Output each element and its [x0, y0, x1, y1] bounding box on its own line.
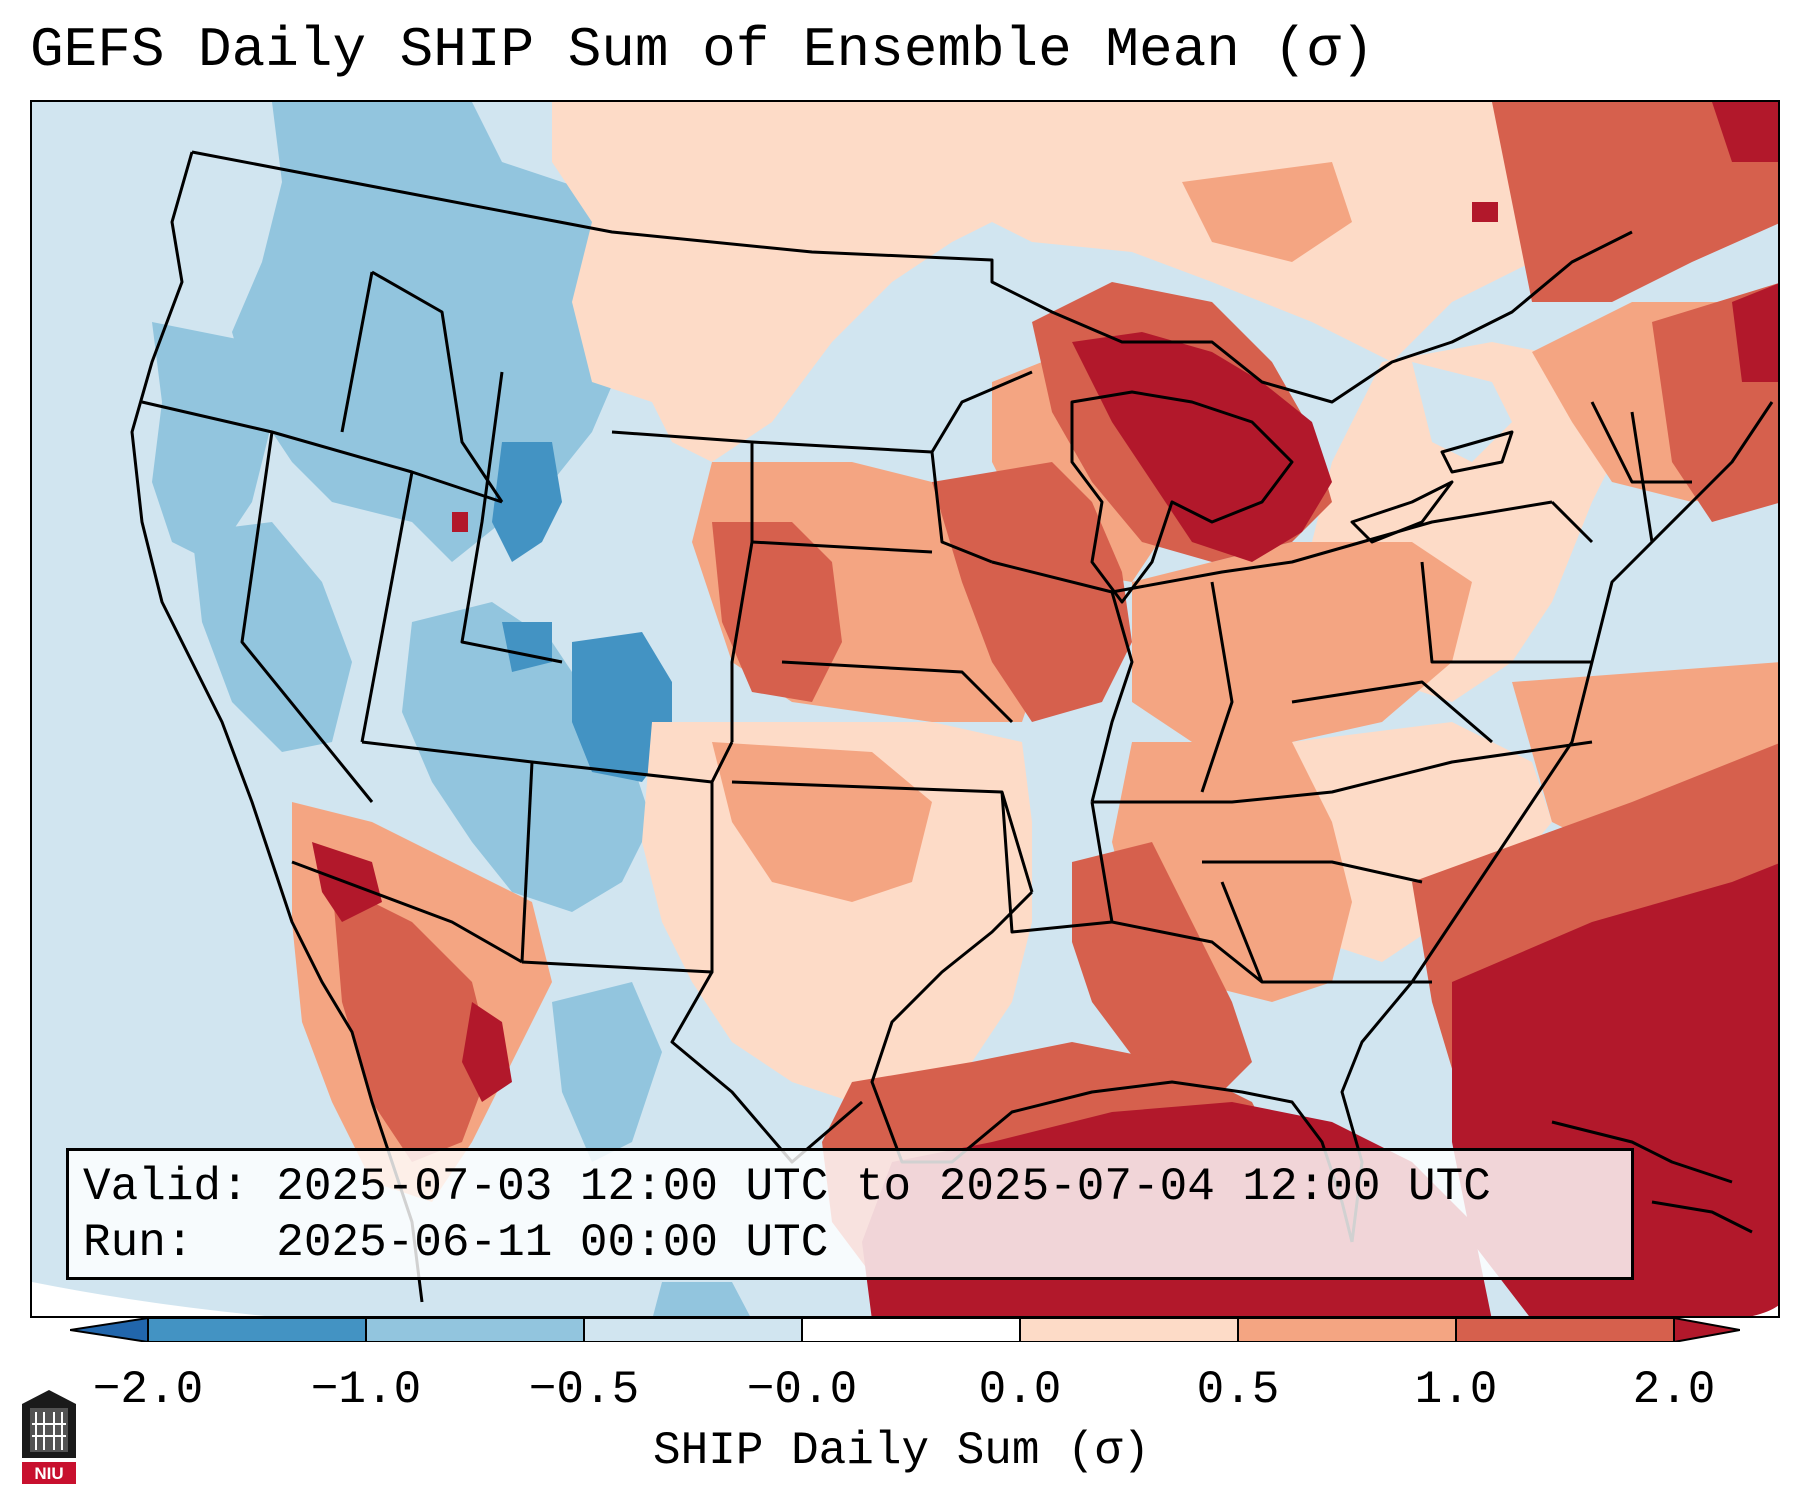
colorbar-tick-label: 1.0	[1414, 1364, 1498, 1416]
colorbar-bin-6	[1238, 1318, 1456, 1342]
colorbar-title: SHIP Daily Sum (σ)	[653, 1425, 1150, 1477]
colorbar-bin-4	[802, 1318, 1020, 1342]
negative-anomaly-regions	[152, 102, 750, 1316]
niu-logo-icon: NIU	[22, 1390, 76, 1484]
valid-label: Valid:	[83, 1161, 249, 1213]
colorbar-extend-low	[70, 1318, 148, 1342]
colorbar-tick-label: −2.0	[92, 1364, 204, 1416]
valid-time-range: 2025-07-03 12:00 UTC to 2025-07-04 12:00…	[276, 1161, 1491, 1213]
colorbar-tick-label: −1.0	[310, 1364, 422, 1416]
colorbar-extend-high	[1674, 1318, 1740, 1342]
colorbar-bin-3	[584, 1318, 802, 1342]
projection-edge-right	[1752, 1305, 1778, 1316]
map-panel	[30, 100, 1780, 1318]
colorbar-tick-label: 0.0	[978, 1364, 1062, 1416]
colorbar-bin-1	[148, 1318, 366, 1342]
valid-run-info-box: Valid: 2025-07-03 12:00 UTC to 2025-07-0…	[66, 1148, 1634, 1280]
ship-anomaly-map	[32, 102, 1778, 1316]
state-borders	[130, 150, 1774, 1303]
colorbar-tick-label: −0.0	[746, 1364, 858, 1416]
colorbar-bin-7	[1456, 1318, 1674, 1342]
colorbar-tick-label: 0.5	[1196, 1364, 1280, 1416]
colorbar	[70, 1318, 1740, 1342]
colorbar-bin-2	[366, 1318, 584, 1342]
run-time: 2025-06-11 00:00 UTC	[276, 1217, 829, 1269]
run-label: Run:	[83, 1217, 194, 1269]
colorbar-ticks	[147, 1318, 1675, 1342]
projection-edge	[32, 1282, 265, 1316]
map-title: GEFS Daily SHIP Sum of Ensemble Mean (σ)	[30, 18, 1375, 82]
colorbar-bin-5	[1020, 1318, 1238, 1342]
colorbar-tick-label: 2.0	[1632, 1364, 1716, 1416]
colorbar-tick-label: −0.5	[528, 1364, 640, 1416]
logo-text: NIU	[34, 1464, 63, 1483]
